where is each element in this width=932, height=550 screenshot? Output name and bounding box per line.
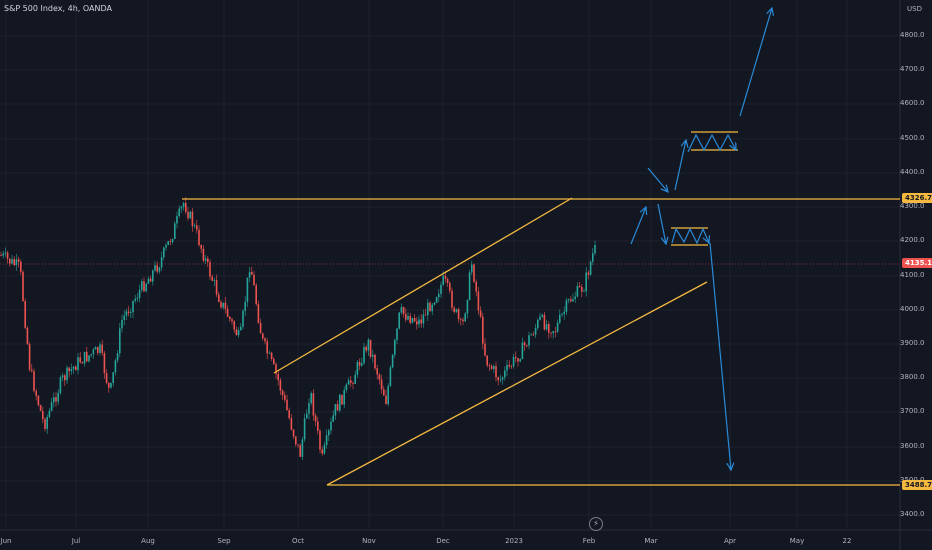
price-candles [0,197,596,461]
price-tick-label: 4600.0 [900,99,925,107]
time-tick-label: May [789,537,805,545]
projection-arrow[interactable] [671,227,709,245]
time-tick-label: Apr [723,537,737,545]
time-tick-label: Dec [436,537,450,545]
time-tick-label: Oct [291,537,305,545]
price-tick-label: 4700.0 [900,65,925,73]
projection-arrow[interactable] [630,207,646,245]
symbol-title[interactable]: S&P 500 Index, 4h, OANDA [4,4,112,13]
projection-arrow[interactable] [674,140,686,191]
price-tick-label: 4400.0 [900,168,925,176]
time-tick-label: 2023 [505,537,523,545]
time-tick-label: Jun [0,537,12,545]
resistance-price-tag: 4326.7 [902,193,932,203]
price-tick-label: 3600.0 [900,442,925,450]
channel-upper-line[interactable] [273,197,573,374]
projection-arrow[interactable] [687,133,736,153]
channel-lower-line[interactable] [326,281,708,486]
price-tick-label: 3700.0 [900,407,925,415]
drawings-layer[interactable] [182,8,900,486]
projection-arrow[interactable] [709,242,731,470]
price-tick-label: 3400.0 [900,510,925,518]
price-tick-label: 4500.0 [900,134,925,142]
projection-arrow[interactable] [739,8,772,117]
price-tick-label: 3900.0 [900,339,925,347]
price-tick-label: 3800.0 [900,373,925,381]
lightning-icon[interactable]: ⚡ [589,517,603,531]
support-price-tag: 3488.7 [902,480,932,490]
time-tick-label: Mar [644,537,658,545]
time-tick-label: 22 [842,537,852,545]
time-tick-label: Jul [71,537,81,545]
projection-arrow[interactable] [657,203,666,244]
price-tick-label: 4300.0 [900,202,925,210]
current-price-tag: 4135.1 [902,258,932,268]
currency-label: USD [907,5,922,13]
time-tick-label: Nov [362,537,376,545]
projection-arrow[interactable] [647,167,668,192]
time-tick-label: Feb [582,537,596,545]
price-tick-label: 4200.0 [900,236,925,244]
time-tick-label: Sep [217,537,231,545]
price-tick-label: 4000.0 [900,305,925,313]
price-tick-label: 4100.0 [900,271,925,279]
time-tick-label: Aug [141,537,155,545]
price-tick-label: 4800.0 [900,31,925,39]
